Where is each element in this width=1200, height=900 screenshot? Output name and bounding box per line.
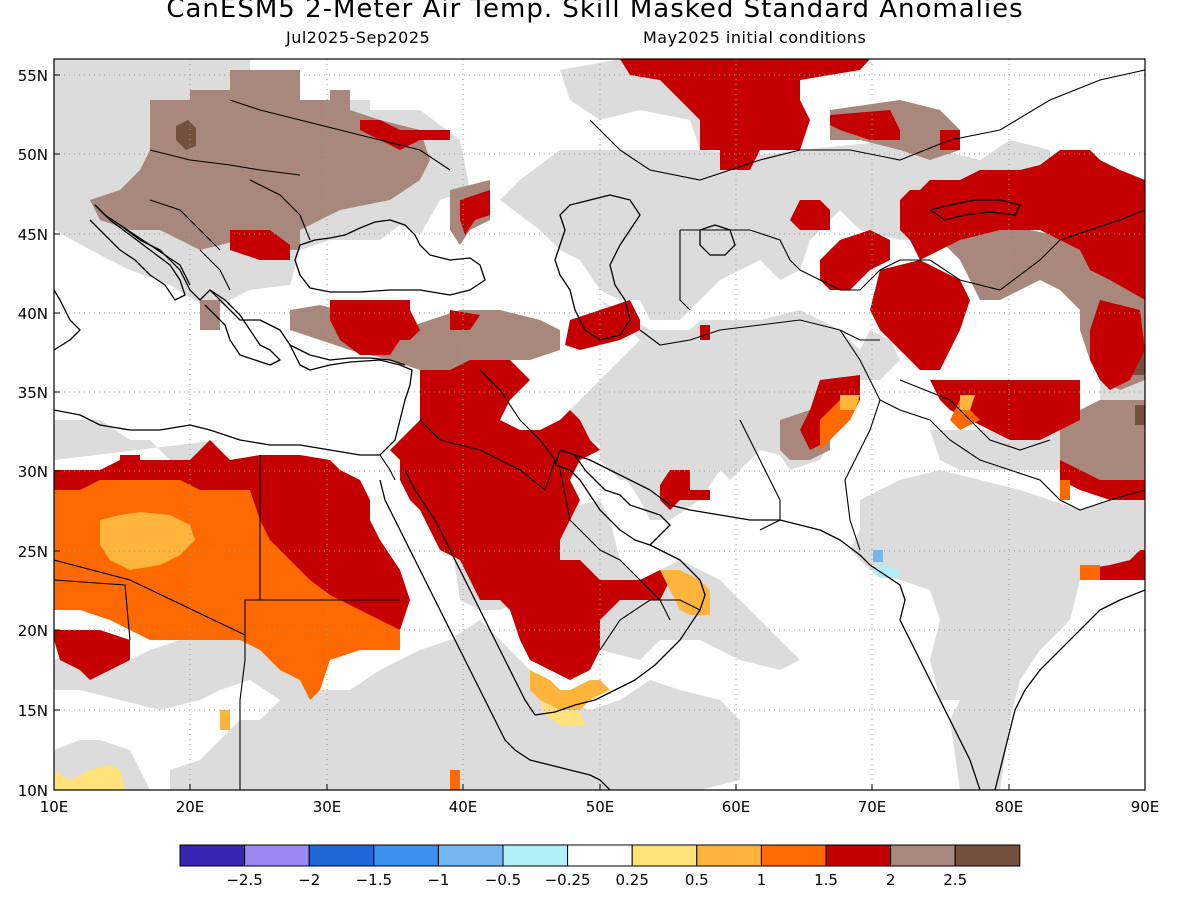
country-borders — [54, 69, 1145, 790]
legend-swatch — [825, 844, 892, 867]
lat-label: 20N — [18, 622, 48, 640]
lat-label: 45N — [18, 226, 48, 244]
legend-label: −2.5 — [226, 871, 262, 889]
coastlines — [54, 194, 1145, 790]
legend-label: 1.5 — [814, 871, 838, 889]
legend-swatch — [308, 844, 375, 867]
latitude-labels: 55N 50N 45N 40N 35N 30N 25N 20N 15N 10N — [18, 67, 48, 800]
legend-label: 0.5 — [685, 871, 709, 889]
legend-swatch — [696, 844, 762, 867]
legend-label: −1.5 — [356, 871, 392, 889]
yellow-shading — [54, 700, 585, 790]
legend-label: −1 — [427, 871, 449, 889]
lon-label: 90E — [1131, 798, 1160, 816]
legend-label: 2 — [886, 871, 896, 889]
forecast-period: Jul2025-Sep2025 — [286, 28, 431, 47]
legend-swatch — [890, 844, 956, 867]
anomaly-field — [54, 59, 1145, 790]
lat-label: 15N — [18, 702, 48, 720]
legend-swatch — [631, 844, 698, 867]
legend-swatch — [244, 844, 310, 867]
initial-conditions: May2025 initial conditions — [643, 28, 867, 47]
lat-label: 35N — [18, 384, 48, 402]
lon-label: 60E — [722, 798, 751, 816]
lat-label: 30N — [18, 463, 48, 481]
lat-label: 55N — [18, 67, 48, 85]
lon-label: 80E — [995, 798, 1024, 816]
lon-label: 30E — [313, 798, 342, 816]
legend-label: −0.25 — [545, 871, 591, 889]
legend-swatch — [437, 844, 504, 867]
lon-label: 40E — [449, 798, 478, 816]
legend-label: 2.5 — [943, 871, 967, 889]
legend-swatch — [567, 844, 633, 867]
longitude-labels: 10E 20E 30E 40E 50E 60E 70E 80E 90E — [40, 798, 1160, 816]
lon-label: 50E — [586, 798, 615, 816]
tick-marks — [54, 74, 1010, 790]
legend-label: −0.5 — [485, 871, 521, 889]
legend-swatch — [179, 844, 246, 867]
lon-label: 20E — [176, 798, 205, 816]
light-orange-shading — [100, 395, 975, 730]
legend-label: 1 — [757, 871, 767, 889]
lon-label: 10E — [40, 798, 69, 816]
legend-label: −2 — [298, 871, 320, 889]
legend-label: 0.25 — [615, 871, 648, 889]
lat-label: 10N — [18, 782, 48, 800]
lat-label: 25N — [18, 543, 48, 561]
legend-swatch — [373, 844, 439, 867]
blue-shading — [873, 550, 900, 578]
map-title: CanESM5 2-Meter Air Temp. Skill Masked S… — [166, 0, 1024, 24]
lat-label: 50N — [18, 146, 48, 164]
lon-label: 70E — [858, 798, 887, 816]
lat-label: 40N — [18, 305, 48, 323]
legend-swatch — [954, 844, 1021, 867]
legend-swatch — [502, 844, 569, 867]
legend-swatch — [760, 844, 827, 867]
color-legend: −2.5 −2 −1.5 −1 −0.5 −0.25 0.25 0.5 1 1.5 2 2.5 — [179, 844, 1021, 889]
